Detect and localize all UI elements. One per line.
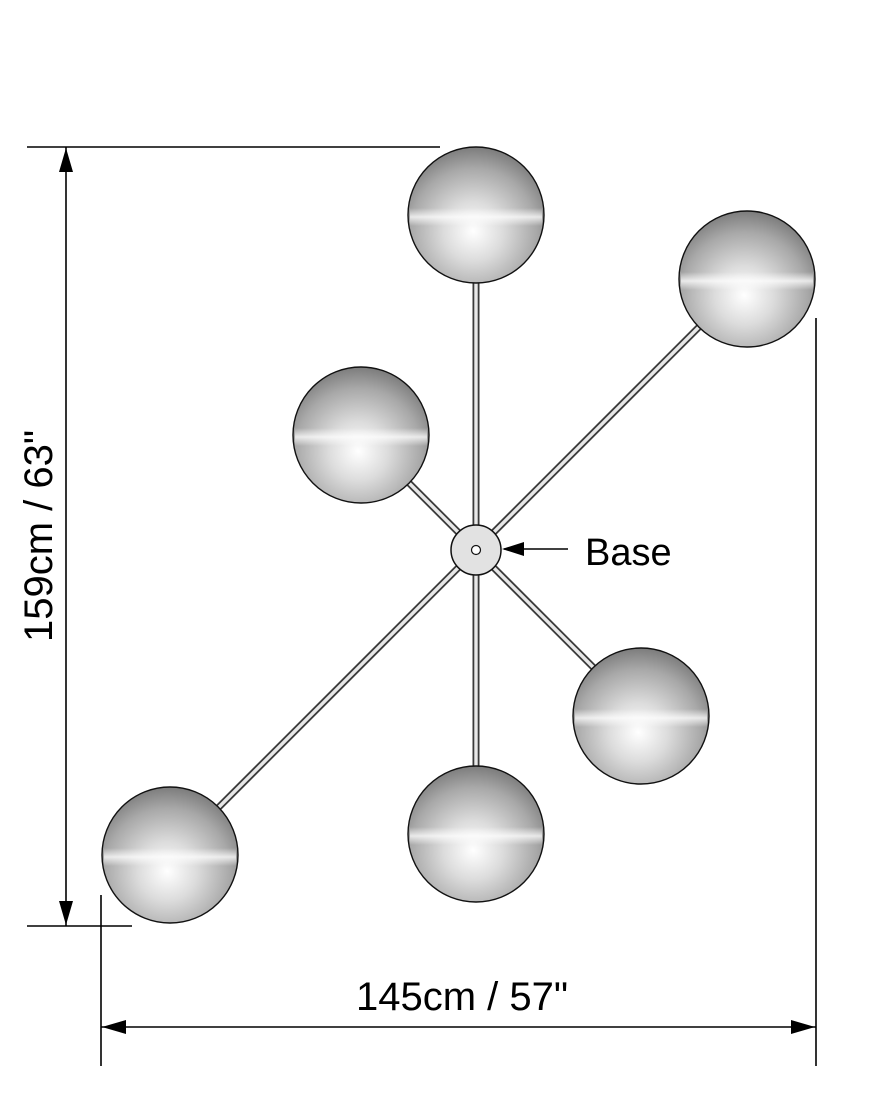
base-hole — [470, 544, 482, 556]
arm-bottom-left — [214, 546, 480, 812]
base-callout-arrow — [502, 542, 524, 556]
height-dimension: 159cm / 63" — [17, 146, 440, 927]
arm-top-right — [472, 322, 704, 554]
width-arrow-left — [102, 1020, 126, 1034]
chandelier-globes — [101, 146, 816, 924]
height-arrow-top — [59, 148, 73, 172]
width-arrow-right — [791, 1020, 815, 1034]
arm-bottom-right — [472, 546, 598, 672]
globe-bottom — [407, 765, 545, 903]
globe-top-right — [678, 210, 816, 348]
base-callout: Base — [502, 532, 672, 574]
globe-bottom-right — [572, 647, 710, 785]
globe-top — [407, 146, 545, 284]
width-dimension-label: 145cm / 57" — [356, 975, 568, 1019]
chandelier-arms — [214, 276, 704, 812]
globe-bottom-left — [101, 786, 239, 924]
globe-top-left — [292, 366, 430, 504]
height-arrow-bottom — [59, 901, 73, 925]
width-dimension: 145cm / 57" — [100, 318, 817, 1066]
base-label: Base — [585, 532, 672, 574]
chandelier-base — [450, 524, 502, 576]
height-dimension-label: 159cm / 63" — [17, 430, 61, 642]
